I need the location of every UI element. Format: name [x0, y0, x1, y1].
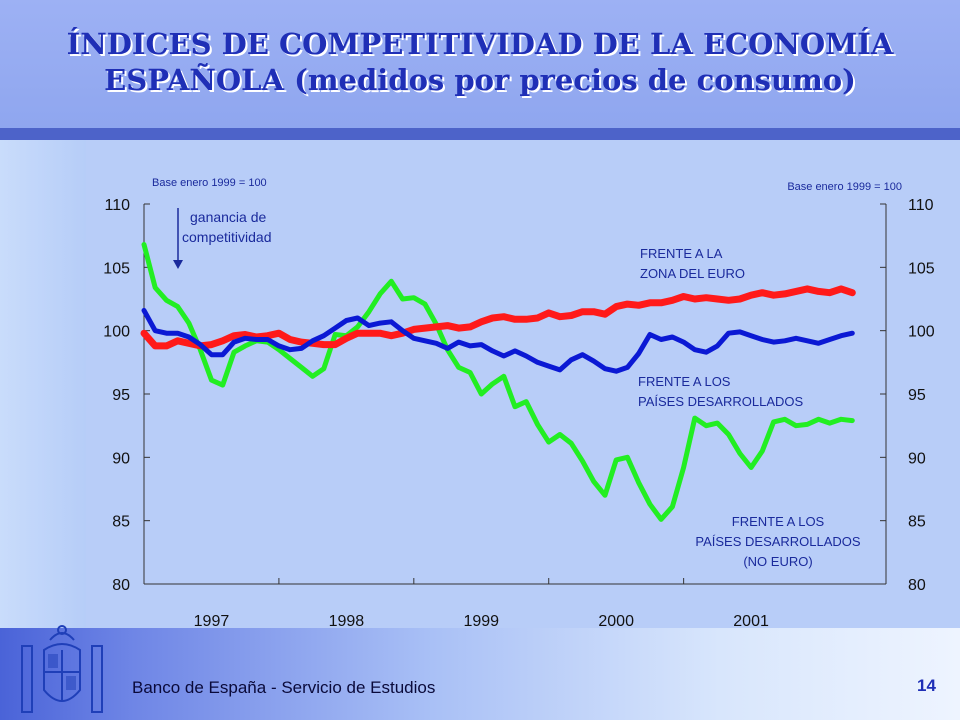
base-note-right: Base enero 1999 = 100: [787, 181, 902, 193]
right-y-tick-label: 90: [908, 450, 926, 467]
x-tick-label: 1998: [329, 613, 365, 628]
left-y-tick-label: 95: [112, 387, 130, 404]
series-line: [141, 242, 855, 522]
series-label: PAÍSES DESARROLLADOS: [695, 534, 861, 549]
slide-title: ÍNDICES DE COMPETITIVIDAD DE LA ECONOMÍA…: [0, 26, 960, 98]
chart-panel: 80 80 85 85 90 90 95 95 100 100 105 105 110 110 1997 19…: [86, 140, 960, 628]
right-y-tick-label: 85: [908, 514, 926, 531]
right-y-tick-label: 80: [908, 577, 926, 594]
series-label: PAÍSES DESARROLLADOS: [638, 394, 804, 409]
left-y-tick-label: 105: [103, 260, 130, 277]
left-y-tick-label: 90: [112, 450, 130, 467]
series-label: FRENTE A LOS: [732, 514, 825, 529]
page-number: 14: [917, 676, 936, 695]
series-label: ZONA DEL EURO: [640, 266, 745, 281]
x-tick-label: 2001: [733, 613, 769, 628]
slide-header: ÍNDICES DE COMPETITIVIDAD DE LA ECONOMÍA…: [0, 0, 960, 128]
series-line: [141, 307, 855, 374]
title-line-2: ESPAÑOLA (medidos por precios de consumo…: [104, 63, 856, 97]
annotation-line-2: competitividad: [182, 229, 272, 245]
competitiveness-arrow-head: [173, 260, 183, 269]
right-y-tick-label: 95: [908, 387, 926, 404]
series-label: FRENTE A LOS: [638, 374, 731, 389]
left-y-tick-label: 80: [112, 577, 130, 594]
base-note-left: Base enero 1999 = 100: [152, 177, 267, 189]
title-line-1: ÍNDICES DE COMPETITIVIDAD DE LA ECONOMÍA: [66, 27, 894, 61]
left-y-tick-label: 85: [112, 514, 130, 531]
x-tick-label: 1999: [463, 613, 499, 628]
right-y-tick-label: 100: [908, 324, 935, 341]
left-y-tick-label: 100: [103, 324, 130, 341]
coat-of-arms-logo: [21, 625, 103, 713]
right-y-tick-label: 105: [908, 260, 935, 277]
x-tick-label: 2000: [598, 613, 634, 628]
series-label: FRENTE A LA: [640, 246, 723, 261]
x-tick-label: 1997: [194, 613, 230, 628]
header-divider-band: [0, 128, 960, 140]
annotation-line-1: ganancia de: [190, 209, 267, 225]
competitiveness-chart: 80 80 85 85 90 90 95 95 100 100 105 105 110 110 1997 19…: [103, 177, 935, 628]
series-label: (NO EURO): [743, 554, 812, 569]
left-y-tick-label: 110: [104, 197, 130, 214]
series-line: [140, 285, 856, 350]
right-y-tick-label: 110: [908, 197, 934, 214]
left-side-panel: [0, 140, 86, 628]
footer-institution: Banco de España - Servicio de Estudios: [132, 678, 436, 697]
